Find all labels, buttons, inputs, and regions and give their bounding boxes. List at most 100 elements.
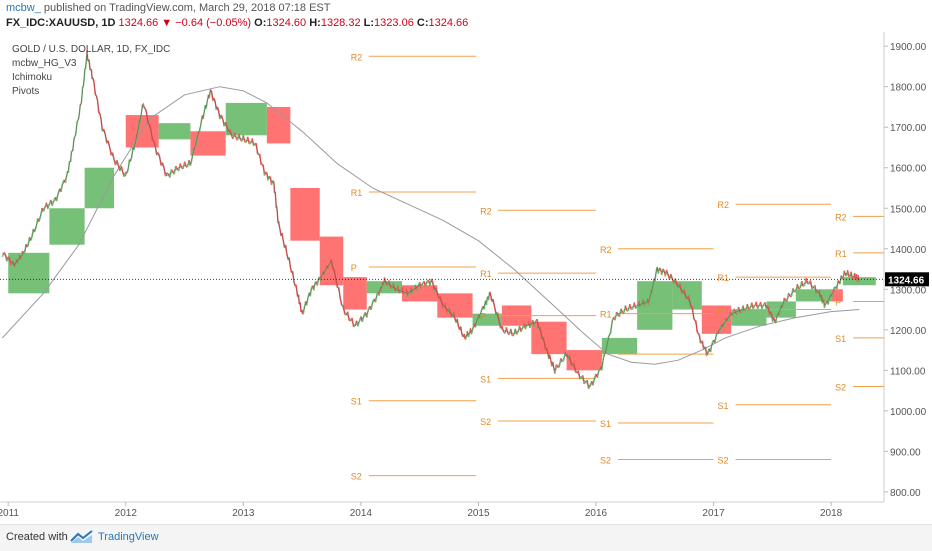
legend-title: GOLD / U.S. DOLLAR, 1D, FX_IDC	[12, 44, 170, 55]
price-segment	[771, 312, 772, 314]
ichimoku-cloud-segment	[531, 322, 566, 354]
author-link[interactable]: mcbw_	[6, 2, 41, 14]
ichimoku-cloud-segment	[49, 208, 84, 244]
price-segment	[4, 253, 6, 254]
legend-indicator-hg: mcbw_HG_V3	[12, 58, 77, 69]
pivot-label: S2	[835, 383, 846, 393]
pivot-label: P	[718, 306, 724, 316]
tradingview-link[interactable]: TradingView	[98, 531, 159, 543]
price-change: −0.64 (−0.05%)	[175, 17, 251, 29]
pivot-label: R2	[835, 212, 847, 222]
price-segment	[808, 284, 810, 285]
pivot-label: R2	[718, 200, 730, 210]
pivot-label: S1	[600, 419, 611, 429]
high-value: 1328.32	[321, 17, 361, 29]
x-tick-label: 2014	[350, 508, 373, 519]
current-price-label: 1324.66	[888, 275, 925, 286]
x-tick-label: 2013	[232, 508, 255, 519]
price-segment	[823, 300, 824, 301]
created-with-label: Created with	[6, 531, 68, 543]
y-tick-label: 1800.00	[890, 83, 927, 94]
pivot-label: S2	[480, 417, 491, 427]
high-label: H:	[309, 17, 321, 29]
ichimoku-cloud-segment	[567, 350, 602, 370]
price-segment	[768, 306, 769, 307]
price-segment	[744, 310, 746, 311]
price-segment	[490, 292, 491, 293]
price-segment	[660, 268, 661, 269]
down-arrow-icon: ▼	[161, 17, 172, 29]
ichimoku-cloud-segment	[637, 281, 672, 330]
price-segment	[725, 318, 727, 319]
pivot-label: R2	[600, 245, 612, 255]
price-segment	[562, 361, 564, 362]
pivot-label: R1	[718, 273, 730, 283]
pivot-label: R1	[351, 188, 363, 198]
ichimoku-cloud-segment	[8, 253, 49, 294]
open-value: 1324.60	[266, 17, 306, 29]
low-label: L:	[364, 17, 374, 29]
price-segment	[631, 309, 632, 310]
pivot-label: S1	[835, 334, 846, 344]
price-segment	[382, 282, 383, 284]
price-segment	[27, 246, 28, 247]
price-segment	[799, 288, 800, 289]
legend-indicator-pivots: Pivots	[12, 86, 39, 97]
pivot-label: R2	[480, 206, 492, 216]
y-tick-label: 1700.00	[890, 123, 927, 134]
price-chart[interactable]: R2R1PS1S2R2R1PS1S2R2R1PS1S2R2R1PS1S2R2R1…	[0, 32, 932, 524]
y-tick-label: 800.00	[890, 488, 921, 499]
chart-header: mcbw_ published on TradingView.com, Marc…	[0, 0, 932, 32]
pivot-label: R1	[835, 249, 847, 259]
price-segment	[838, 280, 839, 282]
x-tick-label: 2017	[702, 508, 725, 519]
low-value: 1323.06	[374, 17, 414, 29]
price-segment	[380, 287, 381, 288]
price-segment	[167, 173, 169, 174]
legend-indicator-ichimoku: Ichimoku	[12, 72, 52, 83]
pivot-label: S1	[351, 397, 362, 407]
price-segment	[273, 181, 274, 183]
ichimoku-cloud-segment	[796, 289, 831, 301]
tradingview-logo-icon[interactable]	[70, 530, 94, 544]
y-tick-label: 1500.00	[890, 204, 927, 215]
y-tick-label: 1300.00	[890, 285, 927, 296]
price-segment	[465, 337, 466, 340]
x-tick-label: 2011	[0, 508, 19, 519]
price-segment	[354, 326, 356, 327]
pivot-label: S2	[351, 472, 362, 482]
pivot-label: S2	[600, 455, 611, 465]
ichimoku-cloud-segment	[290, 188, 319, 241]
x-tick-label: 2012	[115, 508, 138, 519]
y-tick-label: 1200.00	[890, 326, 927, 337]
symbol-label[interactable]: FX_IDC:XAUUSD, 1D	[6, 17, 115, 29]
y-tick-label: 1000.00	[890, 407, 927, 418]
price-segment	[322, 272, 323, 273]
close-label: C:	[417, 17, 429, 29]
price-segment	[857, 279, 858, 281]
pivot-label: R1	[600, 310, 612, 320]
close-value: 1324.66	[428, 17, 468, 29]
ichimoku-cloud-segment	[343, 277, 367, 309]
y-tick-label: 1100.00	[890, 366, 926, 377]
pivot-label: S2	[718, 455, 729, 465]
ichimoku-cloud-segment	[226, 103, 267, 135]
quote-line: FX_IDC:XAUUSD, 1D 1324.66 ▼ −0.64 (−0.05…	[6, 17, 468, 29]
price-segment	[859, 279, 860, 282]
pivot-label: S1	[718, 401, 729, 411]
open-label: O:	[254, 17, 266, 29]
ichimoku-cloud-segment	[85, 168, 114, 209]
x-tick-label: 2018	[820, 508, 843, 519]
y-tick-label: 1900.00	[890, 42, 927, 53]
pivot-label: R1	[480, 269, 492, 279]
pivot-label: S1	[480, 374, 491, 384]
publish-info: published on TradingView.com, March 29, …	[41, 2, 331, 14]
price-segment	[269, 176, 270, 177]
footer-bar: Created with TradingView	[0, 524, 932, 551]
pivot-label: R2	[351, 52, 363, 62]
publish-line: mcbw_ published on TradingView.com, Marc…	[6, 2, 331, 14]
pivot-label: P	[351, 263, 357, 273]
last-price: 1324.66	[118, 17, 158, 29]
y-tick-label: 900.00	[890, 447, 921, 458]
